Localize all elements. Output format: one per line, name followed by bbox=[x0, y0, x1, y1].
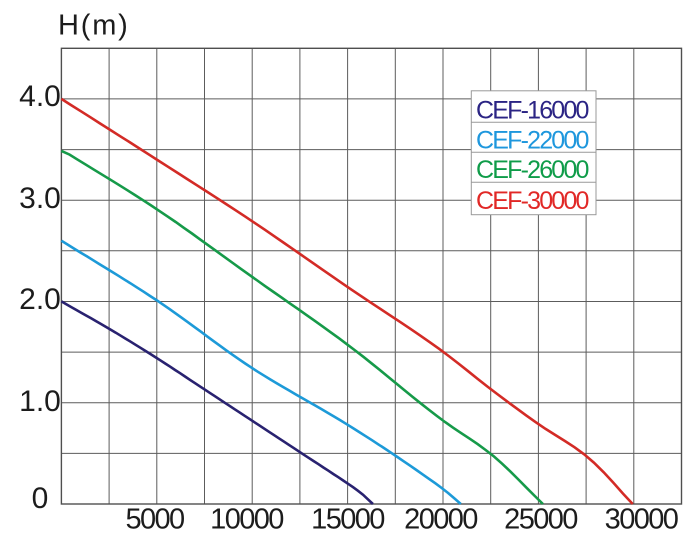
svg-text:CEF-16000: CEF-16000 bbox=[476, 97, 589, 125]
svg-text:CEF-30000: CEF-30000 bbox=[476, 187, 589, 215]
svg-text:25000: 25000 bbox=[504, 503, 577, 535]
svg-text:2.0: 2.0 bbox=[19, 283, 61, 316]
svg-text:H(m): H(m) bbox=[58, 10, 130, 42]
svg-text:3.0: 3.0 bbox=[19, 182, 61, 215]
svg-text:15000: 15000 bbox=[311, 503, 384, 535]
svg-text:CEF-26000: CEF-26000 bbox=[476, 156, 589, 184]
svg-text:CEF-22000: CEF-22000 bbox=[476, 126, 589, 154]
svg-text:30000: 30000 bbox=[605, 503, 678, 535]
svg-text:1.0: 1.0 bbox=[19, 385, 61, 418]
svg-text:10000: 10000 bbox=[210, 503, 283, 535]
svg-text:0: 0 bbox=[32, 482, 49, 515]
svg-text:20000: 20000 bbox=[404, 503, 477, 535]
svg-text:5000: 5000 bbox=[125, 503, 184, 535]
svg-text:4.0: 4.0 bbox=[19, 80, 61, 113]
